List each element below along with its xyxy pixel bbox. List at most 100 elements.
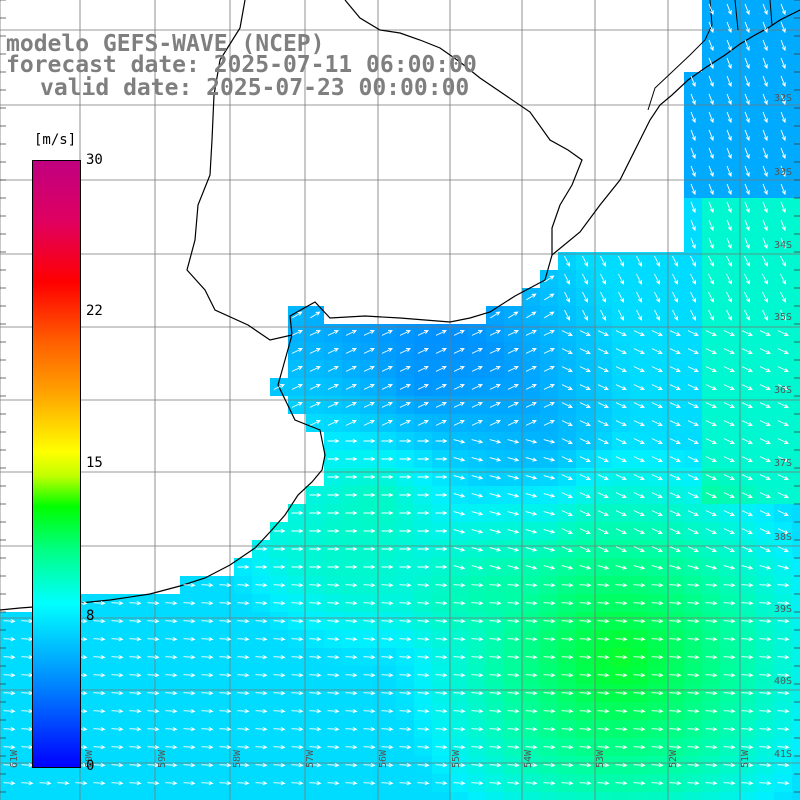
wind-arrow — [309, 763, 322, 768]
wind-arrow — [780, 129, 786, 142]
wind-arrow — [618, 291, 624, 303]
wind-arrow — [525, 619, 538, 624]
wind-arrow — [780, 237, 786, 250]
wind-arrow — [309, 583, 322, 588]
wind-arrow — [381, 456, 394, 462]
wind-arrow — [345, 583, 358, 588]
wind-arrow — [633, 619, 646, 624]
wind-arrow — [579, 709, 592, 714]
field-cell — [792, 126, 800, 144]
wind-arrow — [417, 564, 430, 570]
wind-arrow — [651, 655, 664, 660]
wind-arrow — [399, 709, 412, 714]
wind-arrow — [219, 583, 232, 588]
wind-arrow — [417, 601, 430, 606]
latitude-label: 36S — [774, 385, 792, 396]
wind-arrow — [651, 745, 664, 750]
wind-arrow — [363, 492, 376, 498]
wind-arrow — [363, 366, 375, 372]
field-cell — [522, 792, 540, 800]
wind-arrow — [471, 420, 483, 426]
wind-arrow — [687, 384, 699, 390]
wind-arrow — [726, 21, 732, 34]
wind-arrow — [723, 492, 735, 498]
wind-arrow — [453, 511, 466, 516]
wind-arrow — [615, 366, 627, 372]
wind-arrow — [543, 439, 556, 444]
wind-arrow — [651, 330, 663, 336]
wind-arrow — [363, 510, 376, 516]
wind-arrow — [759, 583, 772, 588]
field-cell — [486, 792, 504, 800]
wind-arrow — [381, 763, 394, 768]
wind-arrow — [183, 727, 196, 732]
wind-arrow — [687, 510, 699, 516]
wind-arrow — [327, 528, 340, 534]
longitude-label: 58W — [232, 749, 243, 768]
wind-arrow — [759, 438, 771, 444]
wind-arrow — [777, 763, 790, 768]
wind-arrow — [507, 565, 520, 570]
wind-arrow — [651, 546, 663, 552]
field-cell — [216, 792, 234, 800]
wind-arrow — [723, 673, 736, 678]
wind-arrow — [690, 219, 696, 232]
wind-arrow — [687, 709, 700, 714]
wind-arrows — [3, 3, 790, 786]
wind-arrow — [723, 565, 736, 570]
wind-arrow — [579, 348, 591, 354]
wind-arrow — [741, 348, 753, 354]
wind-arrow — [435, 564, 448, 570]
wind-arrow — [579, 745, 592, 750]
wind-arrow — [777, 691, 790, 696]
wind-arrow — [111, 727, 124, 732]
wind-arrow — [508, 311, 519, 319]
wind-arrow — [544, 293, 555, 301]
wind-arrow — [489, 439, 502, 444]
wind-arrow — [744, 39, 750, 52]
wind-arrow — [759, 402, 771, 408]
wind-arrow — [489, 619, 502, 624]
wind-arrow — [399, 474, 412, 480]
wind-arrow — [597, 709, 610, 714]
wind-arrow — [759, 619, 772, 624]
wind-arrow — [633, 601, 646, 606]
wind-arrow — [273, 583, 286, 588]
wind-arrow — [561, 420, 573, 426]
wind-arrow — [489, 763, 502, 768]
wind-arrow — [309, 492, 322, 498]
field-cell — [792, 756, 800, 774]
wind-arrow — [669, 366, 681, 372]
wind-arrow — [471, 529, 484, 534]
wind-arrow — [435, 691, 448, 696]
wind-arrow — [543, 673, 556, 678]
wind-arrow — [291, 619, 304, 624]
wind-arrow — [543, 601, 556, 606]
wind-arrow — [129, 619, 142, 624]
wind-arrow — [273, 528, 286, 534]
wind-arrow — [726, 39, 732, 52]
wind-arrow — [435, 655, 448, 660]
wind-arrow — [417, 528, 430, 534]
colorbar-tick: 22 — [86, 303, 103, 319]
wind-arrow — [471, 330, 483, 336]
wind-arrow — [345, 637, 358, 642]
wind-arrow — [597, 402, 609, 408]
wind-arrow — [672, 255, 678, 267]
wind-arrow — [690, 291, 696, 303]
wind-arrow — [687, 402, 699, 408]
wind-arrow — [651, 384, 663, 390]
wind-arrow — [399, 330, 411, 336]
wind-arrow — [651, 510, 663, 516]
wind-arrow — [3, 781, 16, 786]
wind-arrow — [723, 474, 735, 480]
wind-arrow — [759, 709, 772, 714]
field-cell — [378, 792, 396, 800]
wind-arrow — [3, 673, 16, 678]
wind-arrow — [651, 709, 664, 714]
wind-arrow — [777, 601, 790, 606]
wind-arrow — [453, 529, 466, 534]
wind-arrow — [579, 366, 591, 372]
wind-arrow — [399, 601, 412, 606]
wind-arrow — [741, 637, 754, 642]
